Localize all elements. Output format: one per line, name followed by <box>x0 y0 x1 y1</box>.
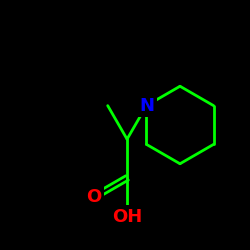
Text: OH: OH <box>112 208 142 226</box>
Text: N: N <box>139 96 154 114</box>
Text: O: O <box>86 188 101 206</box>
